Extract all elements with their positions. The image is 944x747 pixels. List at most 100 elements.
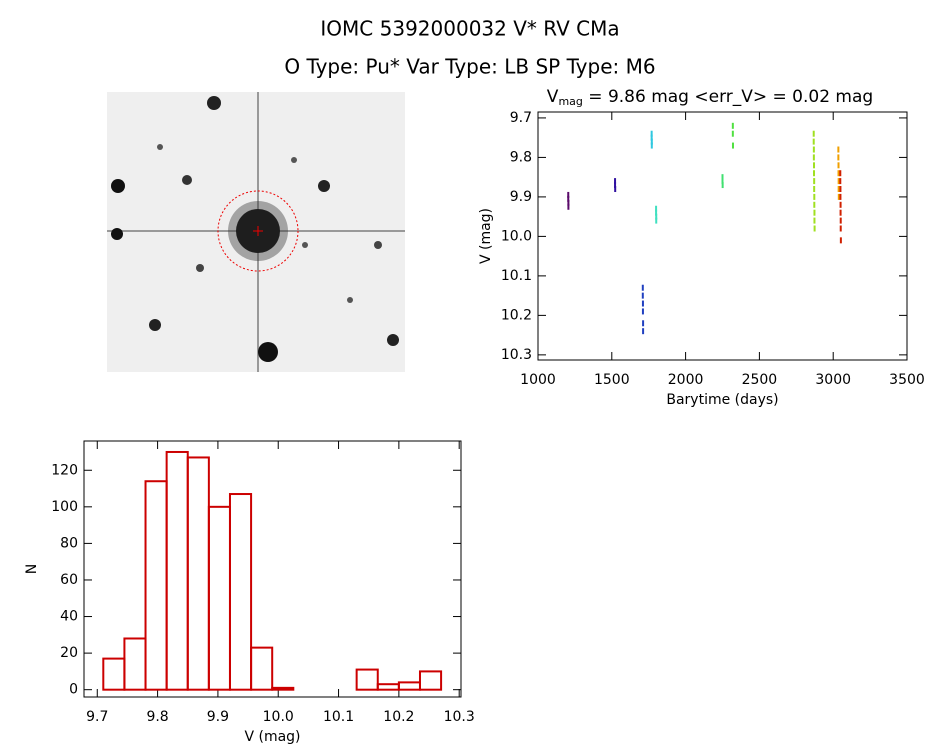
y-tick-label: 40: [60, 609, 78, 625]
histogram-bar: [355, 668, 379, 691]
data-point: [721, 182, 724, 189]
star-image: [107, 92, 405, 372]
histogram-bar: [271, 686, 295, 691]
histogram-bar: [418, 670, 443, 691]
data-point: [839, 225, 842, 232]
x-tick-label: 9.9: [207, 709, 229, 725]
data-point: [650, 142, 653, 149]
data-point: [812, 146, 815, 153]
data-point: [837, 154, 840, 161]
y-tick-label: 9.9: [510, 189, 532, 205]
y-axis-label: V (mag): [478, 208, 494, 264]
x-tick-label: 1500: [594, 372, 630, 388]
plot-frame: [83, 440, 462, 698]
data-point: [642, 328, 645, 335]
x-tick-label: 3500: [889, 372, 925, 388]
y-tick-label: 120: [51, 462, 78, 478]
data-point: [614, 186, 617, 193]
data-point: [614, 178, 617, 185]
y-axis-label: N: [24, 564, 40, 574]
data-point: [813, 162, 816, 169]
data-point: [641, 300, 644, 307]
histogram-bar: [207, 505, 231, 691]
data-point: [837, 146, 840, 153]
data-point: [567, 199, 570, 206]
data-point: [650, 130, 653, 137]
data-point: [839, 178, 842, 185]
y-tick-label: 80: [60, 535, 78, 551]
scatter-title: Vmag = 9.86 mag <err_V> = 0.02 mag: [547, 87, 873, 108]
data-point: [839, 201, 842, 208]
title-suffix: = 9.86 mag <err_V> = 0.02 mag: [583, 87, 873, 107]
data-point: [655, 205, 658, 212]
y-tick-label: 9.7: [510, 110, 532, 126]
data-point: [731, 142, 734, 149]
data-point: [812, 138, 815, 145]
data-point: [731, 130, 734, 137]
y-tick-label: 10.3: [501, 347, 532, 363]
histogram-bar: [228, 493, 253, 691]
data-point: [650, 138, 653, 145]
data-point: [837, 162, 840, 169]
page-title: IOMC 5392000032 V* RV CMa: [320, 17, 619, 41]
histogram-bar: [186, 456, 210, 691]
y-tick-label: 9.8: [510, 149, 532, 165]
data-point: [813, 178, 816, 185]
data-point: [839, 186, 842, 193]
x-tick-label: 9.8: [146, 709, 168, 725]
x-tick-label: 10.3: [444, 709, 475, 725]
data-point: [731, 122, 734, 129]
histogram-bar: [397, 681, 421, 691]
data-point: [812, 154, 815, 161]
title-subscript: mag: [558, 95, 582, 108]
data-point: [839, 217, 842, 224]
data-point: [655, 213, 658, 220]
page-subtitle: O Type: Pu* Var Type: LB SP Type: M6: [284, 55, 655, 79]
data-point: [567, 203, 570, 210]
data-point: [813, 225, 816, 232]
data-point: [614, 182, 617, 189]
data-point: [839, 193, 842, 200]
data-point: [642, 320, 645, 327]
histogram-bar: [250, 646, 274, 691]
x-tick-label: 2500: [742, 372, 778, 388]
y-tick-label: 10.2: [501, 307, 532, 323]
data-point: [813, 209, 816, 216]
histogram-bar: [144, 480, 168, 691]
data-point: [655, 209, 658, 216]
data-point: [567, 195, 570, 202]
y-tick-label: 60: [60, 572, 78, 588]
histogram-bar: [376, 683, 400, 691]
data-point: [813, 217, 816, 224]
x-tick-label: 10.0: [263, 709, 294, 725]
title-part: V: [547, 87, 559, 107]
y-tick-label: 10.0: [501, 228, 532, 244]
x-tick-label: 9.7: [86, 709, 108, 725]
data-point: [813, 186, 816, 193]
x-tick-label: 10.2: [383, 709, 414, 725]
y-tick-label: 0: [69, 682, 78, 698]
data-point: [813, 201, 816, 208]
data-point: [837, 186, 840, 193]
data-point: [839, 209, 842, 216]
histogram-bar: [123, 637, 147, 691]
y-tick-label: 20: [60, 645, 78, 661]
data-point: [641, 292, 644, 299]
x-tick-label: 10.1: [323, 709, 354, 725]
data-point: [567, 191, 570, 198]
x-tick-label: 2000: [668, 372, 704, 388]
histogram-bar: [102, 657, 126, 691]
histogram-bar: [165, 450, 189, 691]
data-point: [813, 193, 816, 200]
data-point: [837, 178, 840, 185]
plot-frame: [537, 111, 908, 361]
data-point: [812, 130, 815, 137]
data-point: [837, 193, 840, 200]
y-tick-label: 10.1: [501, 268, 532, 284]
data-point: [839, 237, 842, 244]
x-axis-label: Barytime (days): [666, 392, 778, 408]
data-point: [641, 284, 644, 291]
data-point: [655, 217, 658, 224]
